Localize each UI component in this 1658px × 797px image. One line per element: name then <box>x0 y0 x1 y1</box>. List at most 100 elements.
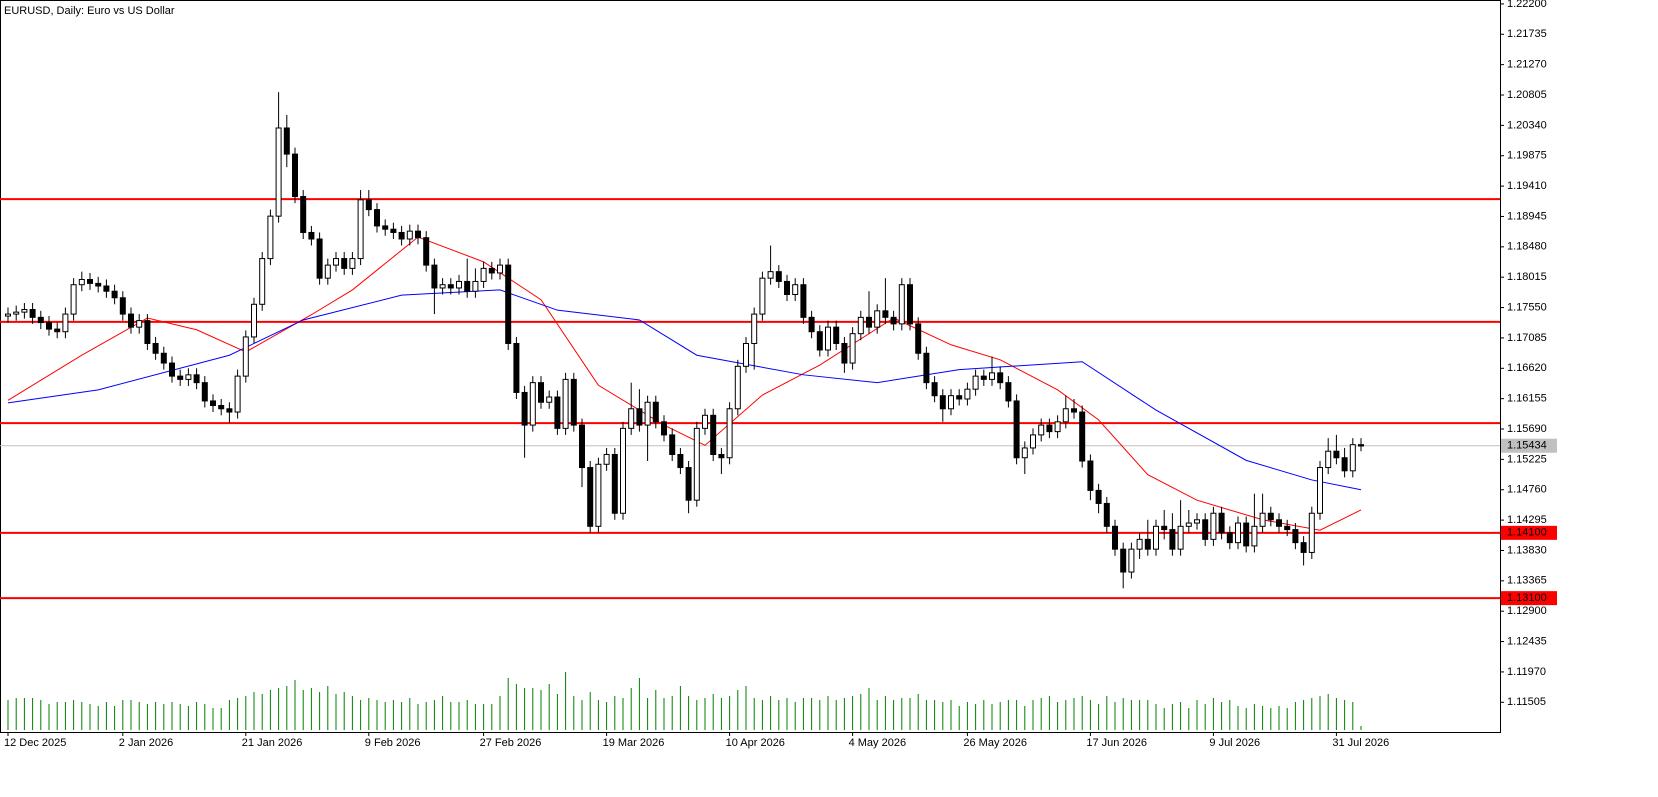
candle-body <box>1349 444 1356 472</box>
candle-body <box>636 408 643 426</box>
candle-body <box>702 414 708 429</box>
y-tick-label: 1.22200 <box>1507 0 1547 10</box>
candle-body <box>931 382 938 397</box>
candle-body <box>111 290 118 299</box>
candle-body <box>374 209 380 227</box>
candle-body <box>1161 525 1168 531</box>
candle-body <box>1095 489 1102 504</box>
candle-body <box>693 427 700 501</box>
candle-body <box>652 401 659 423</box>
candle-body <box>1251 525 1258 547</box>
y-tick-label: 1.15225 <box>1507 453 1547 465</box>
candle-body <box>710 414 717 455</box>
candle-body <box>562 378 569 429</box>
candle-body <box>185 374 192 380</box>
candle-body <box>292 153 298 198</box>
candle-body <box>95 282 102 287</box>
candle-body <box>1046 424 1053 433</box>
candle-body <box>193 374 200 384</box>
y-tick-label: 1.19875 <box>1507 150 1547 162</box>
candle-body <box>37 316 44 324</box>
candle-body <box>87 278 93 284</box>
candle-body <box>677 453 684 469</box>
level-label: 1.13100 <box>1507 592 1547 604</box>
candle-body <box>833 326 840 344</box>
candle-body <box>800 284 807 318</box>
candle-body <box>267 215 274 260</box>
candle-body <box>579 424 585 469</box>
candle-body <box>398 231 405 240</box>
candle-body <box>570 378 577 426</box>
candle-body <box>997 372 1004 384</box>
candle-body <box>406 230 413 240</box>
candle-body <box>357 199 364 260</box>
y-tick-label: 1.19410 <box>1507 180 1547 192</box>
candle-body <box>644 401 651 426</box>
candle-body <box>685 467 692 501</box>
candle-body <box>628 408 635 429</box>
y-tick-label: 1.16620 <box>1507 362 1547 374</box>
candle-body <box>439 284 446 289</box>
candle-body <box>1153 525 1159 550</box>
candle-body <box>1005 382 1012 402</box>
candle-body <box>382 225 389 230</box>
candle-body <box>447 284 454 289</box>
candle-body <box>1284 525 1291 531</box>
candle-body <box>1317 467 1323 514</box>
candle-body <box>521 391 528 426</box>
candle-body <box>775 271 782 282</box>
x-tick-label: 21 Jan 2026 <box>242 737 303 749</box>
candle-body <box>743 342 749 367</box>
candle-body <box>1259 512 1266 527</box>
candle-body <box>1038 424 1045 436</box>
candle-body <box>751 313 758 344</box>
candle-body <box>46 322 52 330</box>
candle-body <box>472 280 479 292</box>
x-tick-label: 2 Jan 2026 <box>119 737 173 749</box>
candle-body <box>1267 512 1274 521</box>
candle-body <box>1276 519 1282 527</box>
level-label-box <box>1501 591 1557 606</box>
candle-body <box>128 313 134 328</box>
candle-body <box>841 342 848 364</box>
candle-body <box>177 375 184 380</box>
x-tick-label: 9 Feb 2026 <box>365 737 421 749</box>
y-tick-label: 1.20805 <box>1507 89 1547 101</box>
candle-body <box>866 316 872 328</box>
candle-body <box>1300 542 1307 553</box>
candle-body <box>1308 512 1315 553</box>
candle-body <box>5 313 11 317</box>
x-tick-label: 19 Mar 2026 <box>603 737 665 749</box>
x-tick-label: 4 May 2026 <box>849 737 906 749</box>
x-tick-label: 17 Jun 2026 <box>1086 737 1147 749</box>
candle-body <box>21 309 28 313</box>
plot-border <box>0 0 1501 733</box>
candle-body <box>1185 522 1192 527</box>
current-price-label: 1.15434 <box>1507 440 1547 452</box>
level-label: 1.14100 <box>1507 527 1547 539</box>
candle-body <box>554 396 561 429</box>
candle-body <box>874 310 881 328</box>
candle-body <box>210 400 216 407</box>
candle-body <box>242 336 249 377</box>
candle-body <box>1292 529 1299 544</box>
candle-body <box>1112 525 1118 550</box>
candle-body <box>792 284 799 295</box>
candle-body <box>948 395 954 410</box>
x-tick-label: 27 Feb 2026 <box>480 737 542 749</box>
current-price-box <box>1501 438 1557 453</box>
candle-body <box>825 326 831 351</box>
candle-body <box>980 375 987 380</box>
y-tick-label: 1.12435 <box>1507 635 1547 647</box>
candle-body <box>70 284 77 315</box>
candle-body <box>1243 522 1250 547</box>
candle-body <box>324 264 331 279</box>
candle-body <box>1202 519 1209 540</box>
candle-body <box>333 258 339 266</box>
candle-body <box>1021 447 1028 459</box>
candle-body <box>611 453 618 514</box>
candle-body <box>54 328 61 333</box>
candle-body <box>1071 408 1077 413</box>
